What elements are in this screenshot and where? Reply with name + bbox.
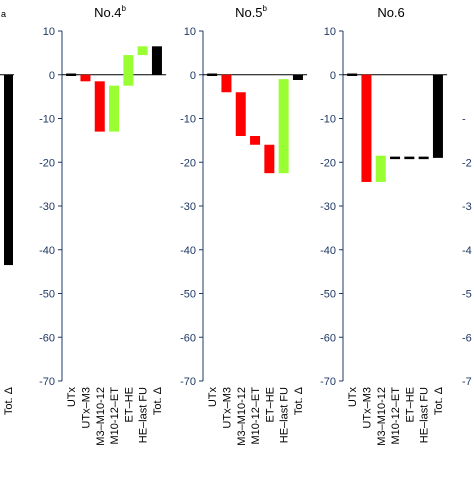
- panel-partial-right: - -2 -3 -4 -5 -6 -7: [462, 114, 472, 389]
- bar-m10-12-et: [250, 136, 261, 145]
- y-tick-label: -50: [180, 289, 196, 301]
- category-label: Tot. Δ: [433, 386, 445, 415]
- bar-et-he: [123, 55, 134, 86]
- y-tick-label: -10: [320, 114, 336, 126]
- y-tick-label: -60: [180, 332, 196, 344]
- bar-tot-delta: [4, 74, 13, 266]
- category-label: M3–M10-12: [236, 387, 248, 446]
- category-label: M10-12–ET: [109, 387, 121, 445]
- category-label: Tot. Δ: [152, 386, 164, 415]
- y-tick-label: -70: [320, 376, 336, 388]
- bar-utx-m3: [221, 74, 232, 93]
- y-tick-label: -60: [39, 332, 55, 344]
- category-label: ET–HE: [123, 387, 135, 422]
- edge-tick-fragment: -2: [462, 157, 472, 169]
- category-label-tot-delta: Tot. Δ: [3, 386, 15, 415]
- bar-utx: [66, 73, 77, 76]
- y-tick-label: -50: [320, 289, 336, 301]
- category-label: HE–last FU: [279, 387, 291, 443]
- panel-title: No.5b: [235, 4, 267, 20]
- y-tick-label: -60: [320, 332, 336, 344]
- category-label: UTx–M3: [361, 387, 373, 429]
- bar-m3-m10-12: [94, 81, 105, 132]
- y-tick-label: -20: [320, 157, 336, 169]
- bar-m3-m10-12: [235, 92, 246, 136]
- y-tick-label: -10: [180, 114, 196, 126]
- category-label: UTx–M3: [80, 387, 92, 429]
- bar-utx: [347, 73, 358, 76]
- edge-tick-fragment: -7: [462, 376, 472, 388]
- category-label: UTx: [207, 387, 219, 408]
- y-tick-label: 0: [49, 70, 55, 82]
- edge-tick-fragment: -4: [462, 245, 472, 257]
- edge-tick-fragment: -6: [462, 332, 472, 344]
- category-label: M10-12–ET: [390, 387, 402, 445]
- y-tick-label: -10: [39, 114, 55, 126]
- category-label: M10-12–ET: [250, 387, 262, 445]
- category-label: M3–M10-12: [376, 387, 388, 446]
- bar-utx: [207, 73, 218, 76]
- bar-m10-12-et: [390, 156, 401, 160]
- y-tick-label: -50: [39, 289, 55, 301]
- y-tick-label: 0: [190, 70, 196, 82]
- bar-tot-: [292, 74, 303, 80]
- edge-tick-fragment: -: [462, 114, 466, 126]
- y-tick-label: -40: [320, 245, 336, 257]
- y-tick-label: -20: [39, 157, 55, 169]
- panel-partial-left: a Tot. Δ: [0, 9, 15, 415]
- bar-et-he: [404, 156, 415, 160]
- y-tick-label: -40: [180, 245, 196, 257]
- category-label: UTx: [347, 387, 359, 408]
- y-tick-label: -70: [39, 376, 55, 388]
- bar-m3-m10-12: [375, 155, 386, 182]
- category-label: ET–HE: [264, 387, 276, 422]
- y-tick-label: -40: [39, 245, 55, 257]
- y-tick-label: 10: [43, 26, 55, 38]
- bar-utx-m3: [80, 74, 91, 82]
- panel-title-superscript: b: [263, 4, 268, 13]
- bar-et-he: [264, 144, 275, 174]
- y-tick-label: -30: [180, 201, 196, 213]
- panel-no4: 10 0 -10 -20 -30 -40 -50 -60 -70 No.4b UTx UTx–M3 M3…: [39, 4, 167, 446]
- bar-he-last-fu: [278, 79, 289, 174]
- panel-title-superscript: b: [122, 4, 127, 13]
- bar-m10-12-et: [109, 85, 120, 132]
- bar-tot-: [151, 46, 162, 75]
- panel-no5: 10 0 -10 -20 -30 -40 -50 -60 -70 No.5b UTx UTx–M3 M3…: [180, 4, 308, 446]
- y-tick-label: 10: [184, 26, 196, 38]
- bar-he-last-fu: [137, 46, 148, 56]
- category-label: HE–last FU: [419, 387, 431, 443]
- bar-utx-m3: [361, 74, 372, 182]
- y-tick-label: 10: [324, 26, 336, 38]
- edge-label-fragment: a: [1, 9, 6, 19]
- category-label: ET–HE: [404, 387, 416, 422]
- y-tick-label: -30: [320, 201, 336, 213]
- category-label: M3–M10-12: [95, 387, 107, 446]
- y-tick-label: 0: [330, 70, 336, 82]
- y-tick-label: -70: [180, 376, 196, 388]
- panel-title: No.4b: [94, 4, 126, 20]
- y-tick-label: -20: [180, 157, 196, 169]
- y-tick-label: -30: [39, 201, 55, 213]
- category-label: HE–last FU: [138, 387, 150, 443]
- category-label: Tot. Δ: [293, 386, 305, 415]
- category-label: UTx–M3: [221, 387, 233, 429]
- edge-tick-fragment: -3: [462, 201, 472, 213]
- bar-tot-: [432, 74, 443, 158]
- panel-title: No.6: [377, 5, 404, 20]
- edge-tick-fragment: -5: [462, 289, 472, 301]
- category-label: UTx: [66, 387, 78, 408]
- bar-he-last-fu: [418, 156, 429, 160]
- panel-no6: 10 0 -10 -20 -30 -40 -50 -60 -70 No.6 UTx UTx–M3 M3–…: [320, 5, 448, 446]
